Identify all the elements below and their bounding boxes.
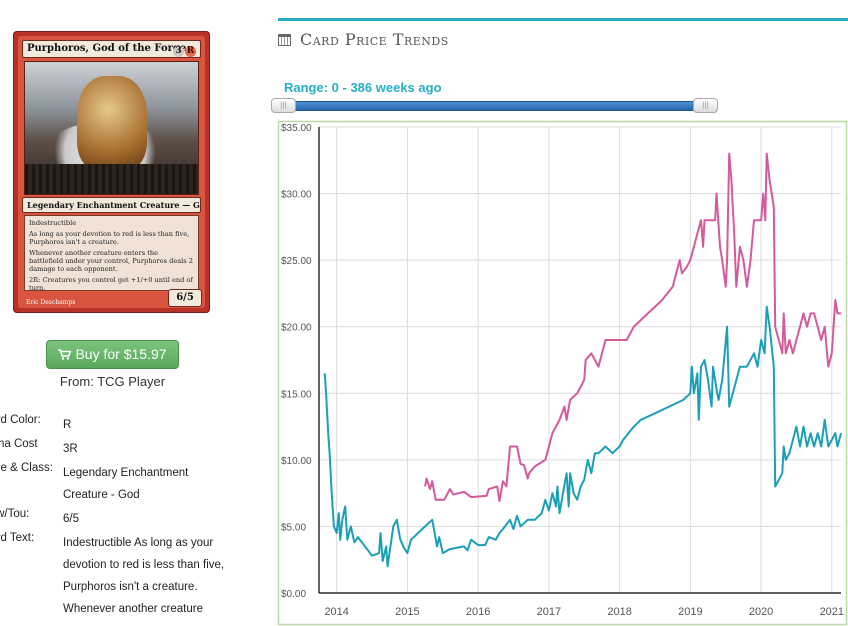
x-tick-label: 2019 [678,606,702,618]
detail-value: Indestructible As long as your devotion … [63,537,225,615]
detail-label: Type & Class: [0,462,53,474]
x-tick-label: 2015 [395,606,419,618]
y-tick-label: $5.00 [281,522,306,533]
mana-red-symbol: R [185,46,196,57]
card-type-line: Legendary Enchantment Creature — God [22,197,201,213]
detail-value: 6/5 [63,513,79,525]
y-tick-label: $15.00 [281,389,312,400]
x-tick-label: 2016 [466,606,490,618]
x-tick-label: 2021 [820,606,844,618]
detail-label: Card Color: [0,414,41,426]
card-art [24,61,199,195]
y-tick-label: $10.00 [281,456,312,467]
slider-track[interactable] [279,101,710,111]
detail-row-pt: Pow/Tou: 6/5 [0,508,250,530]
shopping-cart-icon [58,342,72,369]
x-tick-label: 2020 [749,606,773,618]
detail-label: Card Text: [0,532,35,544]
detail-label: Mana Cost [0,438,38,450]
panel-title-text: Card Price Trends [300,30,449,49]
mana-generic-symbol: 3 [173,46,184,57]
calendar-icon [278,34,291,46]
x-tick-label: 2014 [324,606,348,618]
detail-row-type: Type & Class: Legendary Enchantment Crea… [0,462,250,506]
card-power-toughness: 6/5 [168,289,202,307]
x-tick-label: 2018 [607,606,631,618]
y-tick-label: $0.00 [281,589,306,600]
detail-value: R [63,419,72,431]
price-chart: $0.00 $5.00 $10.00 $15.00 $20.00 $25.00 $30.00… [277,120,848,626]
price-series-line-0 [424,152,841,503]
y-tick-label: $30.00 [281,190,312,201]
buy-button[interactable]: Buy for $15.97 [46,340,179,369]
panel-title: Card Price Trends [278,30,449,49]
price-chart-svg: $0.00 $5.00 $10.00 $15.00 $20.00 $25.00 $30.00… [277,120,848,626]
card-rules-line: Indestructible [29,219,77,227]
detail-value: Legendary Enchantment Creature - God [63,467,189,501]
price-series-line-1 [323,305,842,568]
y-tick-label: $20.00 [281,323,312,334]
card-name: Purphoros, God of the Forge [27,43,187,54]
buy-source: From: TCG Player [59,374,166,389]
chart-border [277,120,848,626]
range-label: Range: 0 - 386 weeks ago [284,80,442,95]
detail-label: Pow/Tou: [0,508,30,520]
detail-row-text: Card Text: Indestructible As long as you… [0,532,250,620]
detail-row-color: Card Color: R [0,414,250,436]
card-rules-line: 2R: Creatures you control get +1/+0 unti… [29,276,193,291]
card-rules-line: Whenever another creature enters the bat… [29,249,193,273]
y-tick-label: $35.00 [281,123,312,134]
card-text-box: Indestructible As long as your devotion … [24,215,199,291]
card-rules-line: As long as your devotion to red is less … [29,230,190,246]
x-tick-label: 2017 [537,606,561,618]
slider-handle-start[interactable]: ||| [271,98,296,113]
range-slider[interactable]: ||| ||| [271,98,718,113]
panel-top-rule [278,18,848,21]
card-artist: Eric Deschamps [26,299,76,306]
y-tick-label: $25.00 [281,256,312,267]
detail-value: 3R [63,443,78,455]
slider-handle-end[interactable]: ||| [693,98,718,113]
buy-button-label: Buy for $15.97 [75,346,167,362]
detail-row-mana: Mana Cost 3R [0,438,250,460]
